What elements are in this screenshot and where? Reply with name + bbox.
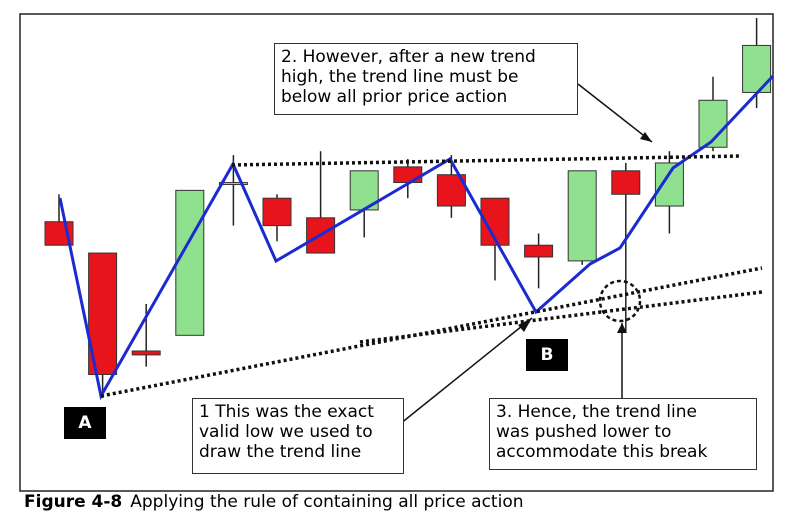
annotation-note-1: 1 This was the exact valid low we used t…	[192, 398, 404, 474]
bullish-candle-body	[175, 189, 205, 336]
point-b-marker: B	[526, 339, 568, 371]
arrowhead-note3	[617, 323, 627, 333]
bearish-candle-body	[524, 244, 554, 258]
annotation-note-3: 3. Hence, the trend line was pushed lowe…	[489, 398, 757, 470]
bearish-candle-body	[611, 170, 641, 195]
annotation-note-2: 2. However, after a new trend high, the …	[274, 43, 578, 115]
resistance-dotted-line	[231, 154, 743, 167]
arrow-note2-to-high	[577, 83, 653, 143]
break-circle	[598, 279, 642, 323]
candle-15	[654, 151, 684, 234]
bearish-candle-body	[262, 197, 292, 227]
candle-4	[175, 189, 205, 336]
arrowhead-note2	[640, 132, 652, 142]
arrow-note1-to-low	[399, 317, 533, 425]
bullish-candle-body	[567, 170, 597, 262]
bullish-candle-body	[654, 162, 684, 207]
candle-13	[567, 170, 597, 265]
figure-caption: Figure 4-8 Applying the rule of containin…	[24, 492, 524, 512]
candle-14	[611, 162, 641, 332]
swing-zigzag-line	[58, 74, 775, 401]
point-a-marker: A	[64, 407, 106, 439]
bearish-candle-body	[131, 350, 161, 356]
adjusted-trend-line	[359, 290, 763, 344]
figure-caption-text: Applying the rule of containing all pric…	[130, 492, 524, 512]
candle-12	[524, 233, 554, 289]
bullish-candle-body	[218, 182, 248, 186]
bearish-candle-body	[393, 166, 423, 184]
figure-label: Figure 4-8	[24, 492, 123, 512]
bullish-candle-body	[742, 44, 772, 93]
arrowhead-note1	[518, 318, 532, 332]
candle-6	[262, 194, 292, 242]
